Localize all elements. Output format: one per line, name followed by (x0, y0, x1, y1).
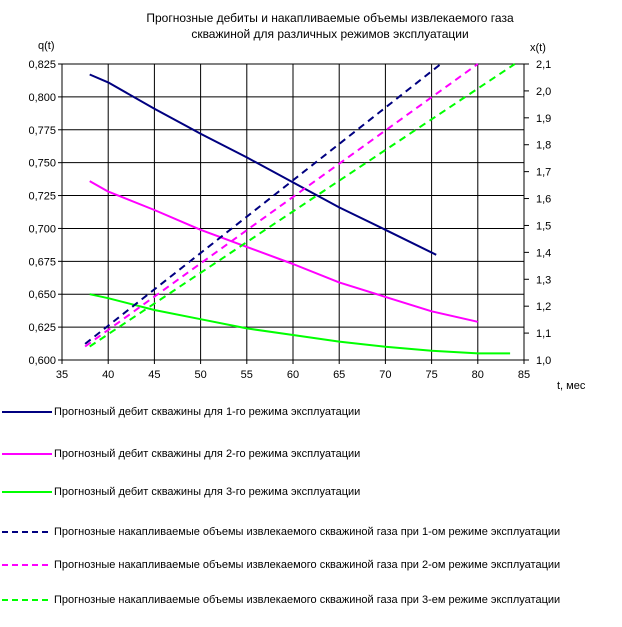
series-line-5 (84, 63, 479, 348)
x-tick-label: 40 (102, 369, 114, 381)
y-left-tick-label: 0,750 (28, 158, 56, 170)
y-right-tick-label: 1,7 (536, 167, 551, 179)
y-right-tick-label: 1,2 (536, 301, 551, 313)
y-right-tick-label: 1,8 (536, 140, 551, 152)
y-right-tick-label: 1,1 (536, 328, 551, 340)
y-left-tick-label: 0,675 (28, 256, 56, 268)
y-right-tick-label: 1,9 (536, 113, 551, 125)
x-tick-label: 80 (472, 369, 484, 381)
y-left-tick-label: 0,600 (28, 355, 56, 367)
x-tick-label: 85 (518, 369, 530, 381)
legend-swatch (2, 531, 52, 533)
legend-swatch (2, 453, 52, 455)
x-tick-label: 60 (287, 369, 299, 381)
legend-label: Прогнозные накапливаемые объемы извлекае… (54, 559, 561, 571)
x-tick-label: 75 (425, 369, 437, 381)
legend-label: Прогнозные накапливаемые объемы извлекае… (54, 526, 561, 538)
series-line-4 (84, 63, 442, 345)
series-group (84, 63, 516, 355)
y-left-tick-label: 0,625 (28, 322, 56, 334)
y-right-tick-label: 1,6 (536, 194, 551, 206)
chart-title-line-1: Прогнозные дебиты и накапливаемые объемы… (146, 11, 514, 25)
y-left-tick-label: 0,775 (28, 125, 56, 137)
x-tick-label: 45 (148, 369, 160, 381)
axes: 35 40 45 50 55 60 65 70 75 80 85 0,600 0,625 0,650 0,6… (28, 59, 551, 381)
series-line-1 (89, 73, 437, 256)
y-right-tick-label: 1,0 (536, 355, 551, 367)
legend-swatch (2, 599, 52, 601)
x-tick-label: 70 (379, 369, 391, 381)
x-axis-label: t, мес (557, 380, 586, 392)
y-left-tick-label: 0,650 (28, 289, 56, 301)
chart-title: Прогнозные дебиты и накапливаемые объемы… (60, 10, 600, 42)
y-left-tick-label: 0,800 (28, 92, 56, 104)
legend-swatch (2, 564, 52, 566)
legend-swatch (2, 491, 52, 493)
y-left-axis-label: q(t) (38, 40, 55, 52)
x-tick-label: 55 (241, 369, 253, 381)
legend-swatch (2, 411, 52, 413)
series-line-2 (89, 180, 479, 323)
y-right-tick-label: 2,1 (536, 59, 551, 71)
series-line-6 (89, 63, 516, 348)
chart: 35 40 45 50 55 60 65 70 75 80 85 0,600 0,625 0,650 0,6… (28, 40, 586, 392)
x-tick-label: 50 (194, 369, 206, 381)
y-left-tick-label: 0,825 (28, 59, 56, 71)
y-left-tick-label: 0,725 (28, 191, 56, 203)
y-right-axis-label: x(t) (530, 42, 546, 54)
y-left-tick-label: 0,700 (28, 223, 56, 235)
x-tick-label: 65 (333, 369, 345, 381)
x-tick-label: 35 (56, 369, 68, 381)
legend-label: Прогнозный дебит скважины для 3-го режим… (54, 486, 361, 498)
y-right-tick-label: 1,3 (536, 274, 551, 286)
legend-label: Прогнозный дебит скважины для 2-го режим… (54, 448, 361, 460)
legend-label: Прогнозный дебит скважины для 1-го режим… (54, 406, 361, 418)
chart-title-line-2: скважиной для различных режимов эксплуат… (191, 27, 469, 41)
y-right-tick-label: 1,4 (536, 247, 551, 259)
y-right-tick-label: 1,5 (536, 220, 551, 232)
series-line-3 (89, 293, 511, 355)
y-right-tick-label: 2,0 (536, 86, 551, 98)
legend-label: Прогнозные накапливаемые объемы извлекае… (54, 594, 561, 606)
